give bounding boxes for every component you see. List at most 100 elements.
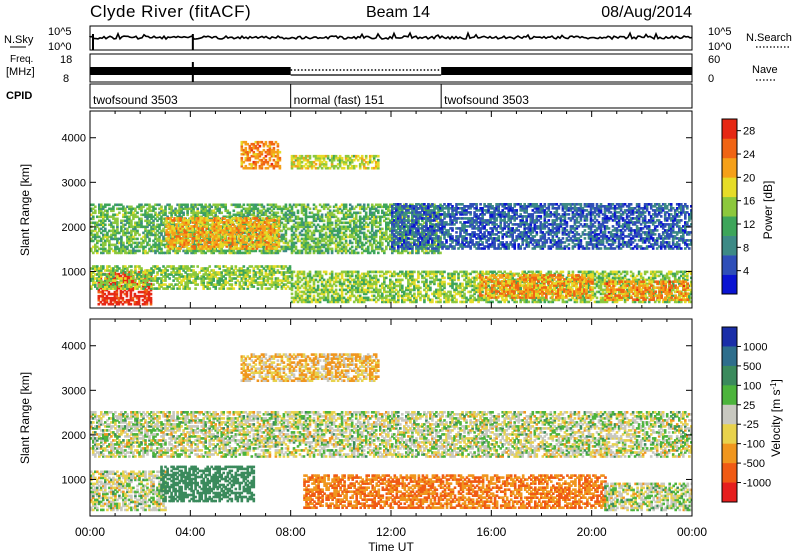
- echo-cell: [118, 212, 121, 215]
- echo-cell: [235, 265, 238, 268]
- echo-cell: [94, 210, 97, 213]
- echo-cell: [220, 212, 223, 215]
- echo-cell: [295, 246, 298, 249]
- echo-cell: [194, 287, 197, 290]
- echo-cell: [278, 217, 281, 220]
- freq-label-line2: [MHz]: [6, 66, 35, 78]
- echo-cell: [439, 252, 442, 255]
- echo-cell: [138, 234, 141, 237]
- noise-right-tick-top: 10^5: [708, 26, 732, 38]
- echo-cell: [122, 242, 125, 245]
- noise-line: [90, 33, 692, 39]
- echo-cell: [236, 243, 239, 246]
- echo-cell: [278, 227, 281, 230]
- echo-cell: [170, 206, 173, 209]
- echo-cell: [381, 242, 384, 245]
- echo-cell: [285, 204, 288, 207]
- echo-cell: [357, 252, 360, 255]
- freq-band-segment: [441, 67, 692, 75]
- echo-cell: [262, 217, 265, 220]
- echo-cell: [224, 204, 227, 207]
- echo-cell: [186, 204, 189, 207]
- nave-label: Nave: [752, 64, 778, 76]
- echo-cell: [150, 297, 153, 300]
- cpid-segment-label: twofsound 3503: [93, 93, 178, 107]
- echo-cell: [196, 283, 199, 286]
- echo-cell: [152, 283, 155, 286]
- freq-label-line1: Freq.: [10, 54, 33, 65]
- echo-cell: [243, 265, 246, 268]
- echo-cell: [309, 208, 312, 211]
- echo-cell: [335, 285, 338, 288]
- echo-cell: [343, 167, 346, 170]
- echo-cell: [279, 157, 282, 160]
- echo-cell: [303, 271, 306, 274]
- echo-cell: [243, 204, 246, 207]
- echo-cell: [160, 248, 163, 251]
- echo-cell: [325, 271, 328, 274]
- echo-cell: [361, 155, 364, 158]
- echo-cell: [140, 218, 143, 221]
- noise-left-tick-bottom: 10^0: [48, 41, 72, 53]
- echo-cell: [329, 206, 332, 209]
- echo-cell: [279, 151, 282, 154]
- echo-cell: [278, 233, 281, 236]
- echo-cell: [367, 204, 370, 207]
- freq-trace: [90, 62, 692, 82]
- noise-trace: [90, 33, 692, 50]
- echo-cell: [182, 212, 185, 215]
- echo-cell: [377, 155, 380, 158]
- echo-cell: [365, 155, 368, 158]
- echo-cell: [208, 287, 211, 290]
- echo-cell: [321, 214, 324, 217]
- echo-cell: [122, 297, 125, 300]
- cpid-panel-frame: [90, 84, 692, 108]
- echo-cell: [244, 225, 247, 228]
- echo-cell: [130, 303, 133, 306]
- echo-cell: [231, 283, 234, 286]
- echo-cell: [218, 265, 221, 268]
- echo-cell: [351, 242, 354, 245]
- echo-cell: [321, 275, 324, 278]
- echo-cell: [277, 143, 280, 146]
- freq-tick-bottom: 8: [63, 73, 69, 85]
- echo-cell: [233, 210, 236, 213]
- echo-region-4: [241, 141, 282, 170]
- noise-right-label: N.Search: [746, 32, 792, 44]
- echo-cell: [148, 238, 151, 241]
- echo-cell: [160, 206, 163, 209]
- beam-label: Beam 14: [366, 4, 430, 21]
- echo-cell: [112, 226, 115, 229]
- echo-cell: [351, 246, 354, 249]
- echo-cell: [341, 157, 344, 160]
- echo-cell: [232, 221, 235, 224]
- echo-region-3: [165, 217, 280, 250]
- echo-cell: [309, 155, 312, 158]
- echo-cell: [291, 293, 294, 296]
- echo-cell: [196, 265, 199, 268]
- echo-cell: [335, 289, 338, 292]
- station-title: Clyde River (fitACF): [90, 2, 251, 21]
- echo-cell: [345, 240, 348, 243]
- echo-cell: [108, 204, 111, 207]
- echo-cell: [196, 208, 199, 211]
- echo-cell: [179, 217, 182, 220]
- echo-cell: [124, 277, 127, 280]
- echo-cell: [363, 204, 366, 207]
- date-label: 08/Aug/2014: [601, 4, 692, 21]
- echo-cell: [243, 287, 246, 290]
- echo-cell: [319, 271, 322, 274]
- echo-cell: [166, 269, 169, 272]
- echo-cell: [297, 210, 300, 213]
- echo-cell: [315, 206, 318, 209]
- nave-tick-bottom: 0: [708, 73, 714, 85]
- echo-cell: [255, 250, 258, 253]
- echo-cell: [325, 232, 328, 235]
- echo-cell: [136, 212, 139, 215]
- echo-cell: [331, 248, 334, 251]
- echo-cell: [301, 218, 304, 221]
- echo-cell: [381, 228, 384, 231]
- echo-cell: [331, 222, 334, 225]
- echo-cell: [263, 206, 266, 209]
